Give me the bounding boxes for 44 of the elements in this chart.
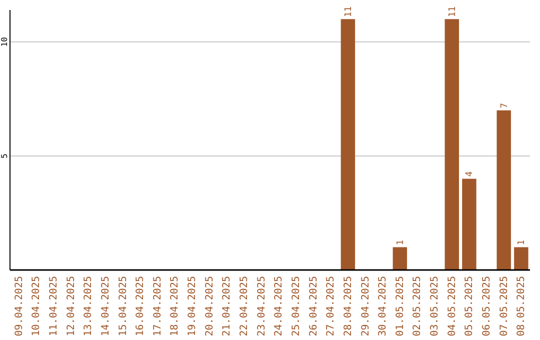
bar bbox=[340, 19, 356, 270]
x-tick-label: 20.04.2025 bbox=[204, 276, 216, 336]
x-tick-label: 16.04.2025 bbox=[135, 276, 146, 336]
x-tick-label: 09.04.2025 bbox=[14, 276, 25, 336]
x-tick-label: 13.04.2025 bbox=[83, 276, 94, 336]
x-tick-label: 12.04.2025 bbox=[66, 276, 77, 336]
x-tick-label: 22.04.2025 bbox=[239, 276, 250, 336]
x-tick-label: 01.05.2025 bbox=[394, 276, 406, 336]
data-label: 11 bbox=[448, 6, 458, 18]
x-tick-label: 26.04.2025 bbox=[308, 276, 320, 336]
x-tick-label: 11.04.2025 bbox=[48, 276, 60, 336]
y-tick-label: 10 bbox=[0, 36, 9, 47]
bar bbox=[514, 247, 528, 270]
data-label: 7 bbox=[500, 102, 510, 108]
data-label: 4 bbox=[465, 171, 476, 177]
x-tick-label: 21.04.2025 bbox=[222, 276, 233, 336]
y-tick-label: 5 bbox=[0, 153, 9, 158]
x-tick-label: 10.04.2025 bbox=[31, 276, 42, 336]
x-tick-label: 02.05.2025 bbox=[412, 276, 424, 336]
bar bbox=[444, 19, 459, 270]
x-tick-label: 14.04.2025 bbox=[100, 276, 112, 336]
data-label: 1 bbox=[396, 240, 406, 246]
x-tick-label: 23.04.2025 bbox=[256, 276, 268, 336]
data-label: 11 bbox=[344, 6, 354, 18]
x-tick-label: 04.05.2025 bbox=[446, 276, 458, 336]
x-tick-label: 07.05.2025 bbox=[498, 276, 510, 336]
bar bbox=[496, 110, 511, 270]
x-tick-label: 19.04.2025 bbox=[187, 276, 198, 336]
x-tick-label: 06.05.2025 bbox=[482, 276, 493, 336]
x-tick-label: 03.05.2025 bbox=[430, 276, 441, 336]
x-tick-label: 24.04.2025 bbox=[274, 276, 285, 336]
x-tick-label: 30.04.2025 bbox=[378, 276, 389, 336]
x-tick-label: 05.05.2025 bbox=[464, 276, 476, 336]
bar bbox=[462, 178, 476, 270]
data-label: 1 bbox=[517, 240, 528, 246]
x-tick-label: 17.04.2025 bbox=[152, 276, 164, 336]
x-tick-label: 08.05.2025 bbox=[516, 276, 528, 336]
bar bbox=[392, 247, 408, 270]
x-tick-label: 18.04.2025 bbox=[170, 276, 181, 336]
x-tick-label: 29.04.2025 bbox=[360, 276, 372, 336]
x-tick-label: 28.04.2025 bbox=[342, 276, 354, 336]
x-tick-label: 15.04.2025 bbox=[118, 276, 129, 336]
x-tick-label: 27.04.2025 bbox=[326, 276, 337, 336]
x-tick-label: 25.04.2025 bbox=[290, 276, 302, 336]
